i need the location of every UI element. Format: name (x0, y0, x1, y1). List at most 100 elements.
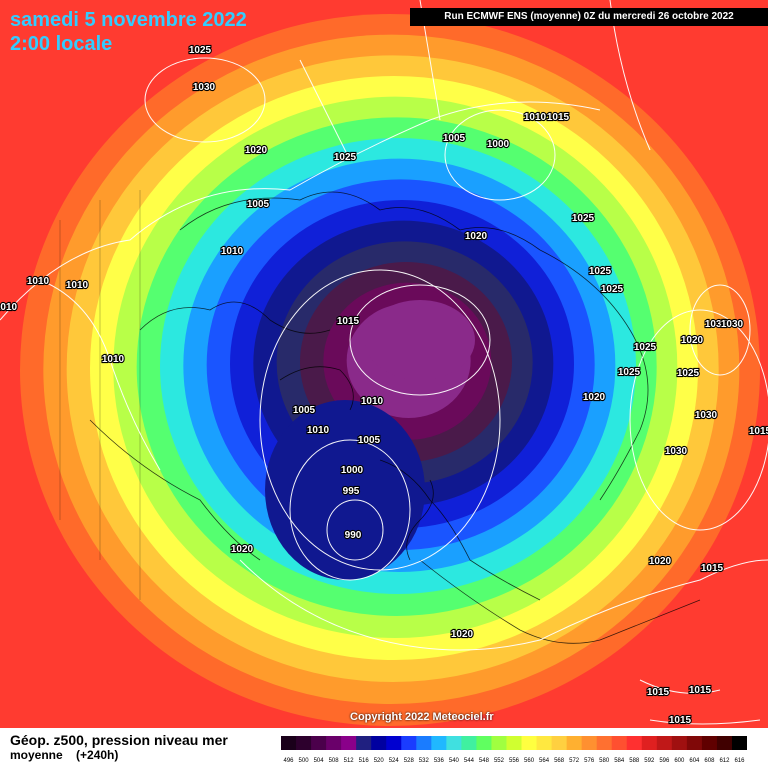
legend-level-label: 520 (374, 758, 385, 764)
isobar-label: 1020 (649, 556, 672, 567)
isobar-label: 1025 (634, 342, 657, 353)
legend-swatch (641, 736, 658, 750)
legend-level-label: 532 (419, 758, 430, 764)
legend-swatch (506, 736, 523, 750)
forecast-time-title: 2:00 locale (10, 33, 113, 55)
isobar-label: 1010 (307, 425, 330, 436)
isobar-label: 1015 (547, 112, 570, 123)
legend-level-label: 600 (674, 758, 685, 764)
color-scale-legend: 496 500 504 508 512 516 520 524 528 532 536 540 544 5… (281, 736, 747, 764)
legend-swatch (296, 736, 312, 750)
legend-level-label: 560 (524, 758, 535, 764)
isobar-label: 1020 (451, 629, 474, 640)
isobar-label: 1010 (0, 302, 18, 313)
legend-swatch (401, 736, 417, 750)
legend-level-label: 568 (554, 758, 565, 764)
run-info-banner: Run ECMWF ENS (moyenne) 0Z du mercredi 2… (410, 8, 768, 26)
isobar-label: 1005 (293, 405, 316, 416)
isobar-label: 995 (343, 486, 360, 497)
legend-swatch (686, 736, 703, 750)
legend-swatch (491, 736, 507, 750)
isobar-label: 1015 (689, 685, 712, 696)
isobar-label: 1015 (669, 715, 692, 726)
legend-swatch (656, 736, 673, 750)
isobar-label: 1035 (705, 319, 728, 330)
legend-level-label: 572 (569, 758, 580, 764)
legend-level-label: 580 (599, 758, 610, 764)
legend-swatch (356, 736, 372, 750)
isobar-label: 1015 (337, 316, 360, 327)
legend-swatch (626, 736, 643, 750)
isobar-label: 1015 (749, 426, 768, 437)
legend-swatch (671, 736, 688, 750)
isobar-label: 1020 (465, 231, 488, 242)
legend-swatch (311, 736, 327, 750)
legend-swatch (431, 736, 447, 750)
isobar-label: 1000 (487, 139, 510, 150)
legend-level-label: 616 (734, 758, 745, 764)
isobar-lines (0, 0, 768, 725)
isobar-label: 1010 (102, 354, 125, 365)
isobar-label: 1010 (524, 112, 547, 123)
legend-level-label: 512 (344, 758, 355, 764)
isobar-label: 1010 (27, 276, 50, 287)
coastlines (59, 190, 701, 644)
geopotential-bands (20, 14, 760, 726)
legend-level-label: 564 (539, 758, 550, 764)
legend-swatch (281, 736, 297, 750)
legend-swatch (461, 736, 477, 750)
legend-level-label: 548 (479, 758, 490, 764)
legend-level-label: 596 (659, 758, 670, 764)
legend-swatch (701, 736, 718, 750)
isobar-label: 1025 (677, 368, 700, 379)
legend-swatch (371, 736, 387, 750)
isobar-label: 1025 (189, 45, 212, 56)
legend-swatch (341, 736, 357, 750)
legend-swatch (386, 736, 402, 750)
legend-swatch (536, 736, 553, 750)
legend-level-label: 516 (359, 758, 370, 764)
legend-level-label: 576 (584, 758, 595, 764)
legend-level-label: 608 (704, 758, 715, 764)
isobar-label: 1030 (665, 446, 688, 457)
legend-level-label: 588 (629, 758, 640, 764)
legend-level-label: 528 (404, 758, 415, 764)
isobar-label: 1025 (618, 367, 641, 378)
isobar-label: 1010 (221, 246, 244, 257)
legend-level-label: 612 (719, 758, 730, 764)
legend-swatch (476, 736, 492, 750)
legend-swatch (611, 736, 628, 750)
isobar-label: 1000 (341, 465, 364, 476)
legend-swatch (326, 736, 342, 750)
legend-swatch (551, 736, 568, 750)
legend-swatch (581, 736, 598, 750)
legend-level-label: 544 (464, 758, 475, 764)
legend-level-label: 592 (644, 758, 655, 764)
legend-swatch (731, 736, 747, 750)
isobar-label: 1005 (358, 435, 381, 446)
legend-level-label: 500 (299, 758, 310, 764)
legend-swatch (566, 736, 583, 750)
atlantic-trough-band (265, 400, 425, 580)
isobar-label: 1025 (601, 284, 624, 295)
legend-level-label: 508 (329, 758, 340, 764)
isobar-label: 1030 (721, 319, 744, 330)
legend-level-label: 504 (314, 758, 325, 764)
legend-swatch (416, 736, 432, 750)
legend-swatch (716, 736, 733, 750)
copyright-text: Copyright 2022 Meteociel.fr (350, 711, 494, 723)
legend-level-label: 556 (509, 758, 520, 764)
isobar-label: 1010 (66, 280, 89, 291)
legend-level-label: 540 (449, 758, 460, 764)
legend-level-label: 584 (614, 758, 625, 764)
forecast-date-title: samedi 5 novembre 2022 (10, 9, 247, 31)
polar-vortex-core (365, 300, 475, 380)
footer-panel: Géop. z500, pression niveau mer moyenne … (0, 728, 768, 768)
isobar-labels: 1025 1030 1020 1025 1005 1010 1010 1010 1010 1010… (0, 44, 768, 727)
legend-level-label: 604 (689, 758, 700, 764)
isobar-label: 1010 (361, 396, 384, 407)
weather-map: 1025 1030 1020 1025 1005 1010 1010 1010 1010 1010… (0, 0, 768, 728)
isobar-label: 1030 (695, 410, 718, 421)
legend-level-label: 536 (434, 758, 445, 764)
isobar-label: 1025 (334, 152, 357, 163)
